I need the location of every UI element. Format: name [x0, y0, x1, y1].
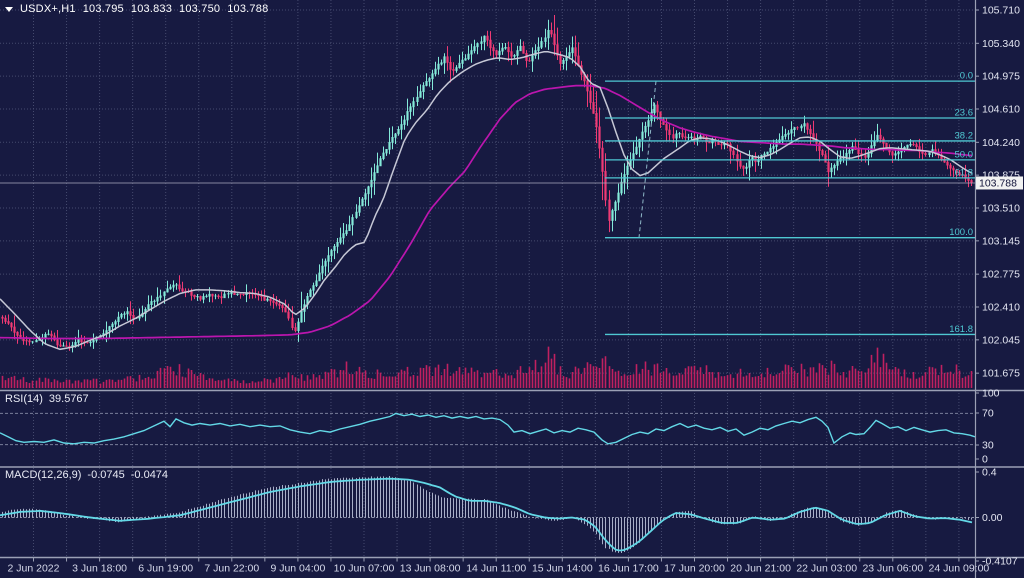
moving-averages: [0, 51, 973, 351]
bull-wicks: [32, 19, 933, 353]
time-axis[interactable]: 2 Jun 2022 3 Jun 18:00 6 Jun 19:00 7 Jun 22…: [8, 557, 990, 575]
symbol-label: USDX+,H1: [20, 3, 76, 15]
current-price-box: [976, 176, 1023, 190]
time-tick-label: 23 Jun 06:00: [862, 563, 923, 575]
fib-level-label: 161.8: [949, 324, 973, 335]
ohlc-high: 103.833: [130, 3, 173, 15]
macd-indicator-label: MACD(12,26,9) -0.0745 -0.0474: [5, 469, 174, 481]
time-tick-label: 6 Jun 19:00: [138, 563, 193, 575]
price-tick-label: 102.410: [982, 302, 1020, 314]
rsi-indicator-label: RSI(14) 39.5767: [5, 393, 95, 405]
fib-level-label: 38.2: [955, 130, 974, 141]
price-tick-label: 103.510: [982, 203, 1020, 215]
current-price-label: 103.788: [976, 176, 1023, 190]
rsi-tick-label: 70: [982, 408, 994, 420]
time-tick-label: 22 Jun 03:00: [796, 563, 857, 575]
volume-series: [1, 346, 973, 388]
time-tick-label: 24 Jun 09:00: [929, 563, 990, 575]
fibonacci-retracement[interactable]: 0.0 23.6 38.2 50.0 61.8 100.0 161.8: [605, 71, 975, 336]
time-tick-label: 2 Jun 2022: [8, 563, 60, 575]
symbol-dropdown-icon: [5, 6, 13, 12]
price-tick-label: 105.710: [982, 5, 1020, 17]
ma-slow-line: [0, 84, 973, 340]
price-axis[interactable]: 105.710105.340104.975104.610104.240103.8…: [975, 5, 1020, 380]
fib-level-label: 50.0: [955, 149, 974, 160]
time-tick-label: 9 Jun 04:00: [270, 563, 325, 575]
macd-pane: [0, 476, 975, 553]
time-tick-label: 10 Jun 07:00: [334, 563, 395, 575]
macd-histogram: [2, 476, 972, 553]
price-tick-label: 104.975: [982, 71, 1020, 83]
price-tick-label: 102.045: [982, 334, 1020, 346]
macd-signal-value: -0.0474: [130, 469, 169, 481]
time-tick-label: 7 Jun 22:00: [204, 563, 259, 575]
price-tick-label: 102.775: [982, 269, 1020, 281]
price-tick-label: 104.610: [982, 104, 1020, 116]
time-tick-label: 16 Jun 17:00: [598, 563, 659, 575]
indicator-axis[interactable]: 100 70 30 00.4 0.00 -0.4107: [975, 388, 1018, 568]
fib-level-label: 23.6: [955, 108, 974, 119]
fib-level-label: 0.0: [960, 71, 973, 82]
rsi-pane: [0, 412, 976, 446]
macd-tick-label: -0.4107: [982, 556, 1018, 568]
time-tick-label: 13 Jun 08:00: [400, 563, 461, 575]
rsi-tick-label: 100: [982, 388, 1000, 400]
time-tick-label: 20 Jun 21:00: [730, 563, 791, 575]
chart-legend: USDX+,H1 103.795 103.833 103.750 103.788: [5, 3, 275, 15]
price-tick-label: 105.340: [982, 38, 1020, 50]
macd-tick-label: 0.00: [982, 512, 1003, 524]
macd-tick-label: 0.4: [982, 467, 997, 479]
fib-level-label: 100.0: [949, 227, 973, 238]
macd-main-value: -0.0745: [87, 469, 125, 481]
fib-level-label: 61.8: [955, 167, 974, 178]
rsi-name: RSI(14): [5, 393, 43, 405]
rsi-tick-label: 30: [982, 440, 994, 452]
current-price-text: 103.788: [979, 177, 1017, 189]
time-tick-label: 3 Jun 18:00: [72, 563, 127, 575]
price-tick-label: 101.675: [982, 368, 1020, 380]
time-tick-label: 17 Jun 20:00: [664, 563, 725, 575]
rsi-tick-label: 0: [982, 454, 988, 466]
macd-signal-line: [0, 477, 973, 552]
price-tick-label: 104.240: [982, 137, 1020, 149]
rsi-value: 39.5767: [48, 393, 89, 405]
ma-fast-line: [0, 51, 973, 351]
time-tick-label: 15 Jun 14:00: [532, 563, 593, 575]
volume-bars: [1, 346, 973, 388]
macd-name: MACD(12,26,9): [5, 469, 82, 481]
ohlc-low: 103.750: [179, 3, 221, 15]
ohlc-close: 103.788: [227, 3, 269, 15]
time-tick-label: 14 Jun 11:00: [466, 563, 526, 575]
ohlc-open: 103.795: [82, 3, 124, 15]
bear-bodies: [1, 30, 973, 348]
price-tick-label: 103.145: [982, 235, 1020, 247]
candlestick-series[interactable]: [1, 15, 973, 353]
rsi-line: [0, 412, 976, 445]
grid: [0, 0, 975, 556]
